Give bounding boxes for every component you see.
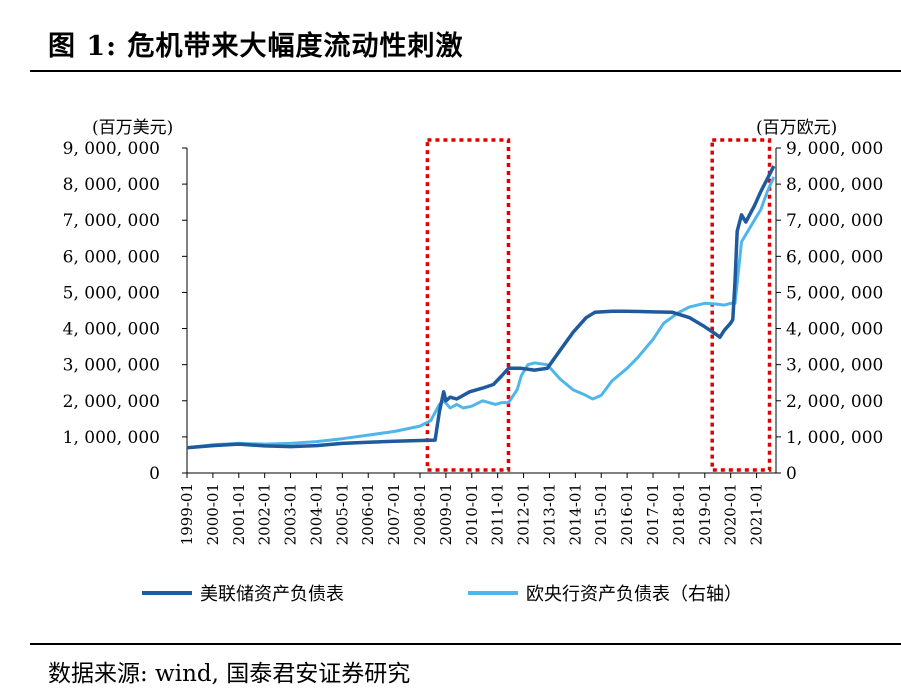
- x-tick-label: 2016-01: [618, 483, 636, 545]
- series-layer: [186, 165, 776, 450]
- legend-label-ecb: 欧央行资产负债表（右轴）: [526, 584, 742, 605]
- right-y-tick-label: 6, 000, 000: [786, 247, 883, 267]
- right-y-tick-label: 8, 000, 000: [786, 175, 883, 195]
- top-divider: [30, 70, 901, 72]
- right-y-tick-label: 3, 000, 000: [786, 356, 883, 376]
- x-tick-label: 2002-01: [256, 483, 274, 545]
- right-y-tick-label: 0: [786, 464, 797, 484]
- right-y-tick-label: 2, 000, 000: [786, 392, 883, 412]
- left-y-tick-label: 0: [149, 464, 160, 484]
- x-tick-label: 2010-01: [463, 483, 481, 545]
- x-tick-label: 1999-01: [178, 483, 196, 545]
- left-y-tick-label: 2, 000, 000: [63, 392, 160, 412]
- x-tick-label: 2013-01: [540, 483, 558, 545]
- left-y-tick-label: 8, 000, 000: [63, 175, 160, 195]
- left-axis-unit: (百万美元): [92, 118, 173, 138]
- x-tick-label: 2005-01: [333, 483, 351, 545]
- series-line-fed: [186, 165, 776, 450]
- left-y-tick-label: 7, 000, 000: [63, 211, 160, 231]
- left-y-tick-label: 1, 000, 000: [63, 428, 160, 448]
- x-tick-label: 2015-01: [592, 483, 610, 545]
- right-y-tick-label: 7, 000, 000: [786, 211, 883, 231]
- legend-label-fed: 美联储资产负债表: [200, 584, 344, 605]
- x-tick-label: 2018-01: [670, 483, 688, 545]
- series-line-ecb: [186, 176, 776, 450]
- right-y-tick-label: 9, 000, 000: [786, 139, 883, 159]
- x-tick-label: 2014-01: [566, 483, 584, 545]
- x-tick-label: 2019-01: [696, 483, 714, 545]
- x-tick-label: 2008-01: [411, 483, 429, 545]
- x-tick-label: 2007-01: [385, 483, 403, 545]
- figure-title: 图 1: 危机带来大幅度流动性刺激: [48, 31, 464, 62]
- right-y-tick-label: 4, 000, 000: [786, 320, 883, 340]
- x-tick-label: 2001-01: [230, 483, 248, 545]
- x-tick-label: 2003-01: [282, 483, 300, 545]
- x-tick-label: 2020-01: [722, 483, 740, 545]
- left-y-tick-label: 4, 000, 000: [63, 320, 160, 340]
- x-tick-label: 2000-01: [204, 483, 222, 545]
- left-y-tick-label: 9, 000, 000: [63, 139, 160, 159]
- right-y-tick-label: 1, 000, 000: [786, 428, 883, 448]
- x-tick-label: 2004-01: [307, 483, 325, 545]
- right-axis-unit: (百万欧元): [756, 118, 837, 138]
- x-tick-label: 2009-01: [437, 483, 455, 545]
- x-tick-label: 2011-01: [489, 483, 507, 545]
- x-tick-label: 2006-01: [359, 483, 377, 545]
- source-note: 数据来源: wind, 国泰君安证券研究: [48, 661, 411, 687]
- left-y-tick-label: 5, 000, 000: [63, 283, 160, 303]
- legend: 美联储资产负债表 欧央行资产负债表（右轴）: [142, 584, 742, 605]
- x-tick-label: 2012-01: [515, 483, 533, 545]
- x-tick-label: 2021-01: [748, 483, 766, 545]
- right-y-tick-label: 5, 000, 000: [786, 283, 883, 303]
- axes: 0 0 1, 000, 000 1, 000, 000 2, 000, 000 2, 00…: [63, 139, 884, 545]
- left-y-tick-label: 3, 000, 000: [63, 356, 160, 376]
- x-tick-label: 2017-01: [644, 483, 662, 545]
- bottom-divider: [30, 643, 901, 645]
- left-y-tick-label: 6, 000, 000: [63, 247, 160, 267]
- highlight-box: [425, 138, 511, 472]
